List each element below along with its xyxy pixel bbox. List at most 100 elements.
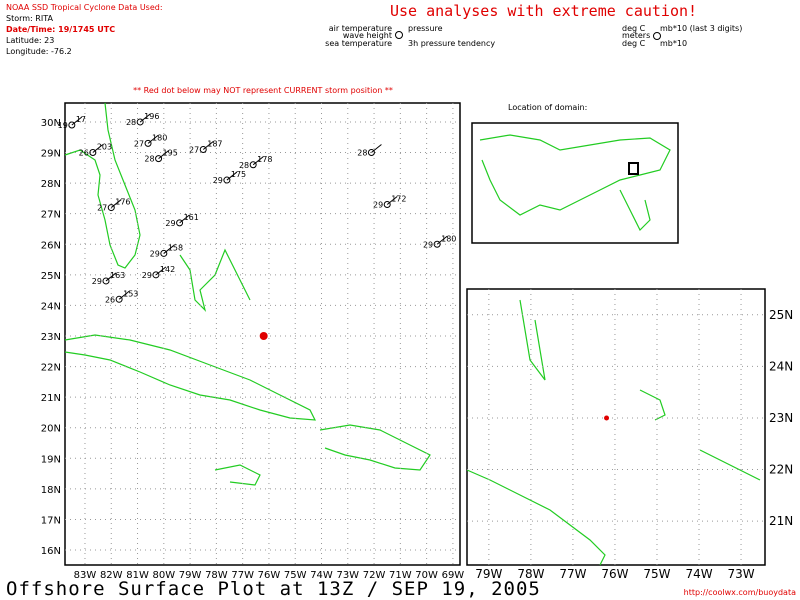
wind-barb bbox=[118, 290, 130, 300]
x-tick-label: 71W bbox=[389, 570, 412, 581]
coastline bbox=[479, 134, 671, 216]
location-map bbox=[471, 122, 679, 244]
legend-unit: mb*10 bbox=[660, 39, 687, 48]
x-tick-label: 75W bbox=[643, 567, 670, 581]
wind-barb bbox=[371, 144, 382, 153]
station-temp: 26 bbox=[105, 295, 115, 304]
x-tick-label: 76W bbox=[601, 567, 628, 581]
station-pressure: 180 bbox=[152, 133, 167, 142]
wind-barb bbox=[110, 199, 122, 208]
station-pressure: 195 bbox=[163, 149, 178, 158]
coastline bbox=[619, 189, 651, 232]
x-tick-label: 70W bbox=[415, 570, 438, 581]
longitude-label: Longitude: bbox=[6, 47, 48, 56]
legend-label: air temperature bbox=[329, 24, 392, 33]
domain-box bbox=[628, 162, 639, 175]
latitude-label: Latitude: bbox=[6, 36, 42, 45]
coastline bbox=[214, 464, 261, 486]
wind-barb bbox=[92, 144, 104, 153]
station-temp: 28 bbox=[357, 149, 367, 158]
station-pressure: 178 bbox=[257, 155, 272, 164]
coastline bbox=[519, 299, 546, 381]
y-tick-label: 21N bbox=[769, 514, 793, 528]
station bbox=[176, 219, 184, 227]
station-temp: 28 bbox=[144, 155, 154, 164]
station-temp: 29 bbox=[213, 176, 223, 185]
storm-position bbox=[604, 415, 610, 421]
x-tick-label: 77W bbox=[231, 570, 254, 581]
x-tick-label: 73W bbox=[336, 570, 359, 581]
station-temp: 29 bbox=[92, 277, 102, 286]
y-tick-label: 23N bbox=[41, 332, 61, 343]
wind-barb bbox=[105, 272, 117, 282]
wind-barb bbox=[71, 116, 83, 126]
station-temp: 19 bbox=[58, 121, 68, 130]
station bbox=[102, 277, 110, 285]
x-tick-label: 74W bbox=[685, 567, 712, 581]
station-pressure: 180 bbox=[441, 234, 456, 243]
location-title: Location of domain: bbox=[508, 103, 587, 112]
wind-barb bbox=[139, 113, 151, 123]
legend-label: pressure bbox=[408, 24, 443, 33]
station bbox=[367, 149, 375, 157]
legend-symbol bbox=[395, 31, 403, 39]
station bbox=[115, 295, 123, 303]
legend-label: sea temperature bbox=[325, 39, 392, 48]
station-pressure: 158 bbox=[168, 243, 183, 252]
y-tick-label: 25N bbox=[41, 271, 61, 282]
station-temp: 29 bbox=[142, 271, 152, 280]
inset-map: 79W 78W 77W 76W 75W 74W 73W 21N 22N 23N 24N 25N bbox=[466, 288, 793, 581]
footer-url: http://coolwx.com/buoydata bbox=[684, 588, 796, 597]
inset-frame bbox=[466, 288, 766, 566]
station-temp: 28 bbox=[126, 118, 136, 127]
station bbox=[144, 139, 152, 147]
y-tick-label: 16N bbox=[41, 546, 61, 557]
station bbox=[107, 204, 115, 212]
station-temp: 29 bbox=[373, 201, 383, 210]
y-tick-label: 25N bbox=[769, 308, 793, 322]
station-pressure: 176 bbox=[115, 198, 130, 207]
longitude: Longitude: -76.2 bbox=[6, 47, 72, 56]
x-tick-label: 73W bbox=[727, 567, 754, 581]
legend-unit: mb*10 (last 3 digits) bbox=[660, 24, 742, 33]
x-tick-label: 75W bbox=[284, 570, 307, 581]
y-tick-label: 24N bbox=[769, 359, 793, 373]
station-pressure: 153 bbox=[123, 289, 138, 298]
station-pressure: 175 bbox=[231, 170, 246, 179]
legend-label: 3h pressure tendency bbox=[408, 39, 495, 48]
station bbox=[199, 145, 207, 153]
x-tick-label: 72W bbox=[363, 570, 386, 581]
legend-unit: meters bbox=[622, 31, 650, 40]
wind-barb bbox=[179, 214, 190, 224]
x-tick-label: 69W bbox=[442, 570, 465, 581]
station-pressure: 187 bbox=[207, 139, 222, 148]
latitude: Latitude: 23 bbox=[6, 36, 54, 45]
legend-unit: deg C bbox=[622, 24, 646, 33]
station-pressure: 203 bbox=[97, 143, 112, 152]
legend-symbol bbox=[653, 32, 661, 40]
station-pressure: 172 bbox=[391, 195, 406, 204]
wind-barb bbox=[163, 245, 175, 254]
station-temp: 29 bbox=[165, 219, 175, 228]
wind-barb bbox=[158, 150, 169, 160]
station-pressure: 17 bbox=[76, 115, 86, 124]
station bbox=[383, 201, 391, 209]
datetime: Date/Time: 19/1745 UTC bbox=[6, 25, 115, 34]
y-tick-label: 24N bbox=[41, 301, 61, 312]
wind-barb bbox=[386, 196, 398, 205]
station bbox=[433, 240, 441, 248]
y-tick-label: 29N bbox=[41, 149, 61, 160]
y-tick-label: 23N bbox=[769, 411, 793, 425]
station-temp: 27 bbox=[97, 204, 107, 213]
wind-barb bbox=[155, 266, 167, 276]
x-tick-label: 74W bbox=[310, 570, 333, 581]
x-tick-label: 81W bbox=[126, 570, 149, 581]
station-temp: 27 bbox=[189, 145, 199, 154]
legend-label: wave height bbox=[343, 31, 392, 40]
wind-barb bbox=[252, 156, 264, 166]
station bbox=[249, 161, 257, 169]
station-pressure: 163 bbox=[110, 271, 125, 280]
y-tick-label: 28N bbox=[41, 179, 61, 190]
y-tick-label: 21N bbox=[41, 393, 61, 404]
station bbox=[136, 118, 144, 126]
